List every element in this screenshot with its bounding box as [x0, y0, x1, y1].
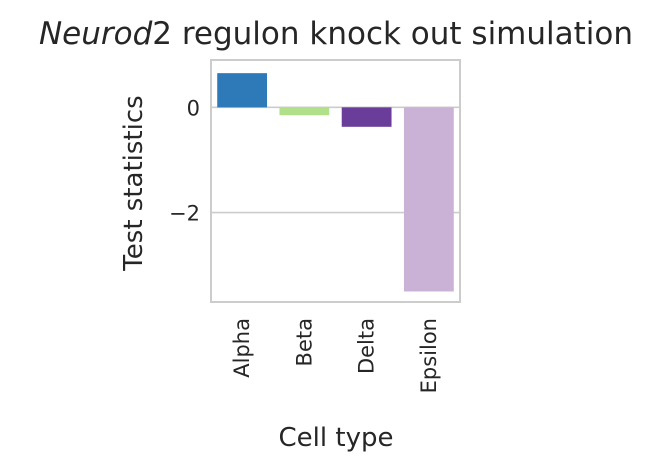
y-tick-label: 0 — [187, 96, 200, 120]
x-tick-labels: Alpha Beta Delta Epsilon — [230, 318, 441, 393]
plot-frame — [210, 59, 461, 303]
x-tick-label: Alpha — [230, 318, 254, 378]
x-axis-label: Cell type — [279, 423, 394, 453]
bar-delta — [341, 107, 392, 127]
y-tick-label: −2 — [169, 202, 200, 226]
chart-title-rest: 2 regulon knock out simulation — [152, 16, 633, 52]
bars — [217, 73, 454, 292]
y-axis-label: Test statistics — [119, 95, 149, 271]
y-tick-labels: 0 −2 — [169, 96, 200, 225]
bar-beta — [279, 107, 330, 116]
chart-title-italic: Neurod — [39, 16, 153, 52]
x-tick-label: Beta — [292, 318, 316, 366]
chart-title: Neurod2 regulon knock out simulation — [39, 16, 633, 52]
bar-epsilon — [403, 107, 454, 292]
x-tick-label: Epsilon — [417, 318, 441, 393]
bar-alpha — [217, 73, 268, 108]
x-tick-label: Delta — [355, 318, 379, 374]
